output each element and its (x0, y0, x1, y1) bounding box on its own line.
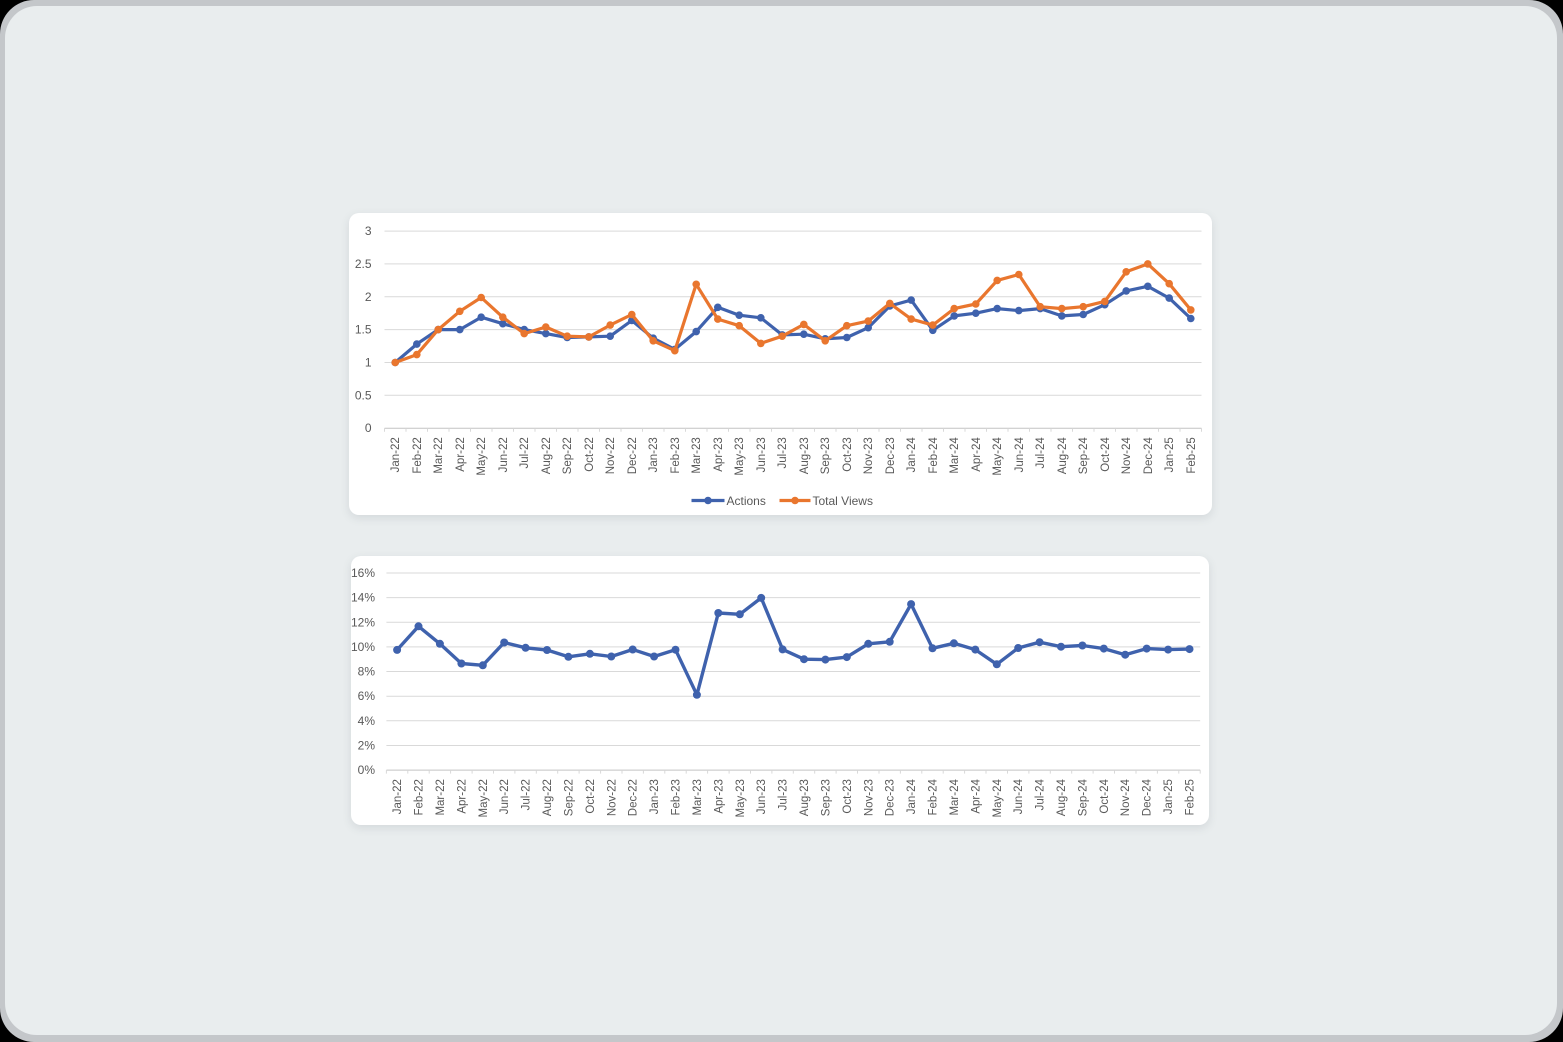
svg-text:Mar-24: Mar-24 (949, 779, 961, 816)
svg-text:Jan-22: Jan-22 (390, 437, 402, 472)
svg-text:Dec-24: Dec-24 (1142, 437, 1154, 475)
svg-text:Feb-22: Feb-22 (414, 779, 426, 815)
svg-text:Aug-24: Aug-24 (1056, 779, 1068, 817)
svg-text:Jul-22: Jul-22 (521, 779, 533, 810)
svg-text:May-22: May-22 (476, 437, 488, 475)
svg-text:16%: 16% (351, 566, 375, 580)
svg-text:4%: 4% (358, 714, 376, 728)
svg-text:Nov-24: Nov-24 (1121, 437, 1133, 475)
svg-text:2%: 2% (358, 739, 376, 753)
svg-text:Oct-24: Oct-24 (1099, 437, 1111, 472)
svg-text:May-22: May-22 (478, 779, 490, 817)
svg-text:Apr-22: Apr-22 (454, 437, 466, 472)
svg-text:Dec-24: Dec-24 (1142, 779, 1154, 817)
svg-text:Dec-22: Dec-22 (626, 437, 638, 474)
svg-text:Oct-23: Oct-23 (842, 779, 854, 814)
svg-text:Feb-24: Feb-24 (928, 778, 940, 815)
svg-text:Dec-22: Dec-22 (628, 779, 640, 816)
svg-text:Jul-22: Jul-22 (519, 437, 531, 468)
svg-text:12%: 12% (351, 615, 375, 629)
svg-text:Apr-23: Apr-23 (713, 779, 725, 814)
svg-text:Feb-25: Feb-25 (1185, 779, 1197, 815)
svg-text:Sep-24: Sep-24 (1077, 779, 1089, 817)
svg-text:Oct-22: Oct-22 (583, 437, 595, 472)
svg-text:1.5: 1.5 (354, 323, 371, 337)
svg-text:Aug-23: Aug-23 (799, 779, 811, 816)
svg-text:Jan-24: Jan-24 (906, 779, 918, 815)
svg-text:8%: 8% (358, 665, 376, 679)
svg-text:Mar-23: Mar-23 (692, 779, 704, 815)
svg-text:Mar-22: Mar-22 (433, 437, 445, 473)
svg-text:Jan-23: Jan-23 (649, 779, 661, 814)
svg-text:Jun-23: Jun-23 (756, 779, 768, 814)
svg-text:3: 3 (364, 224, 371, 238)
svg-text:Jul-23: Jul-23 (778, 779, 790, 810)
svg-text:14%: 14% (351, 591, 375, 605)
svg-text:Jun-24: Jun-24 (1013, 437, 1025, 473)
svg-text:Feb-23: Feb-23 (669, 437, 681, 473)
svg-text:Jan-24: Jan-24 (906, 437, 918, 473)
svg-text:2: 2 (364, 290, 371, 304)
svg-text:Oct-22: Oct-22 (585, 779, 597, 814)
svg-text:Jan-23: Jan-23 (648, 437, 660, 472)
svg-text:May-23: May-23 (734, 437, 746, 475)
svg-text:Feb-25: Feb-25 (1185, 437, 1197, 473)
svg-text:Mar-24: Mar-24 (949, 437, 961, 474)
svg-text:Jun-23: Jun-23 (755, 437, 767, 472)
svg-text:Aug-22: Aug-22 (540, 437, 552, 474)
svg-text:Jan-25: Jan-25 (1164, 437, 1176, 472)
svg-text:Apr-24: Apr-24 (970, 437, 982, 472)
svg-text:Nov-24: Nov-24 (1120, 779, 1132, 817)
svg-text:Sep-23: Sep-23 (820, 437, 832, 474)
svg-text:Nov-22: Nov-22 (605, 437, 617, 474)
svg-text:Jun-22: Jun-22 (497, 437, 509, 472)
svg-text:Jun-24: Jun-24 (1013, 779, 1025, 815)
svg-text:Feb-24: Feb-24 (927, 437, 939, 474)
svg-text:Feb-22: Feb-22 (411, 437, 423, 473)
svg-text:Apr-22: Apr-22 (456, 779, 468, 814)
svg-text:0: 0 (364, 421, 371, 435)
svg-text:Total Views: Total Views (812, 494, 872, 508)
svg-text:Nov-23: Nov-23 (863, 437, 875, 474)
svg-text:10%: 10% (351, 640, 375, 654)
svg-text:Jul-24: Jul-24 (1035, 437, 1047, 469)
svg-text:2.5: 2.5 (354, 257, 371, 271)
svg-text:0%: 0% (358, 763, 376, 777)
svg-text:Jun-22: Jun-22 (499, 779, 511, 814)
svg-text:Jul-23: Jul-23 (777, 437, 789, 468)
svg-text:Jan-22: Jan-22 (392, 779, 404, 814)
svg-text:Mar-22: Mar-22 (435, 779, 447, 815)
svg-text:May-24: May-24 (992, 779, 1004, 818)
svg-text:1: 1 (364, 356, 371, 370)
svg-text:Sep-22: Sep-22 (562, 437, 574, 474)
svg-text:Jul-24: Jul-24 (1035, 779, 1047, 811)
svg-text:Aug-22: Aug-22 (542, 779, 554, 816)
svg-text:Mar-23: Mar-23 (691, 437, 703, 473)
svg-text:Feb-23: Feb-23 (671, 779, 683, 815)
svg-text:Apr-23: Apr-23 (712, 437, 724, 472)
svg-text:Aug-24: Aug-24 (1056, 437, 1068, 475)
svg-text:May-24: May-24 (992, 437, 1004, 476)
svg-text:Oct-23: Oct-23 (841, 437, 853, 472)
svg-text:Apr-24: Apr-24 (970, 779, 982, 814)
svg-text:Dec-23: Dec-23 (885, 779, 897, 816)
svg-text:Nov-22: Nov-22 (606, 779, 618, 816)
svg-text:Actions: Actions (726, 494, 765, 508)
svg-text:Sep-22: Sep-22 (563, 779, 575, 816)
svg-text:Oct-24: Oct-24 (1099, 779, 1111, 814)
svg-text:Sep-23: Sep-23 (820, 779, 832, 816)
svg-text:Sep-24: Sep-24 (1078, 437, 1090, 475)
svg-text:May-23: May-23 (735, 779, 747, 817)
svg-text:Aug-23: Aug-23 (798, 437, 810, 474)
svg-text:Nov-23: Nov-23 (863, 779, 875, 816)
svg-text:Dec-23: Dec-23 (884, 437, 896, 474)
svg-text:Jan-25: Jan-25 (1163, 779, 1175, 814)
svg-text:0.5: 0.5 (354, 388, 371, 402)
svg-text:6%: 6% (358, 689, 376, 703)
